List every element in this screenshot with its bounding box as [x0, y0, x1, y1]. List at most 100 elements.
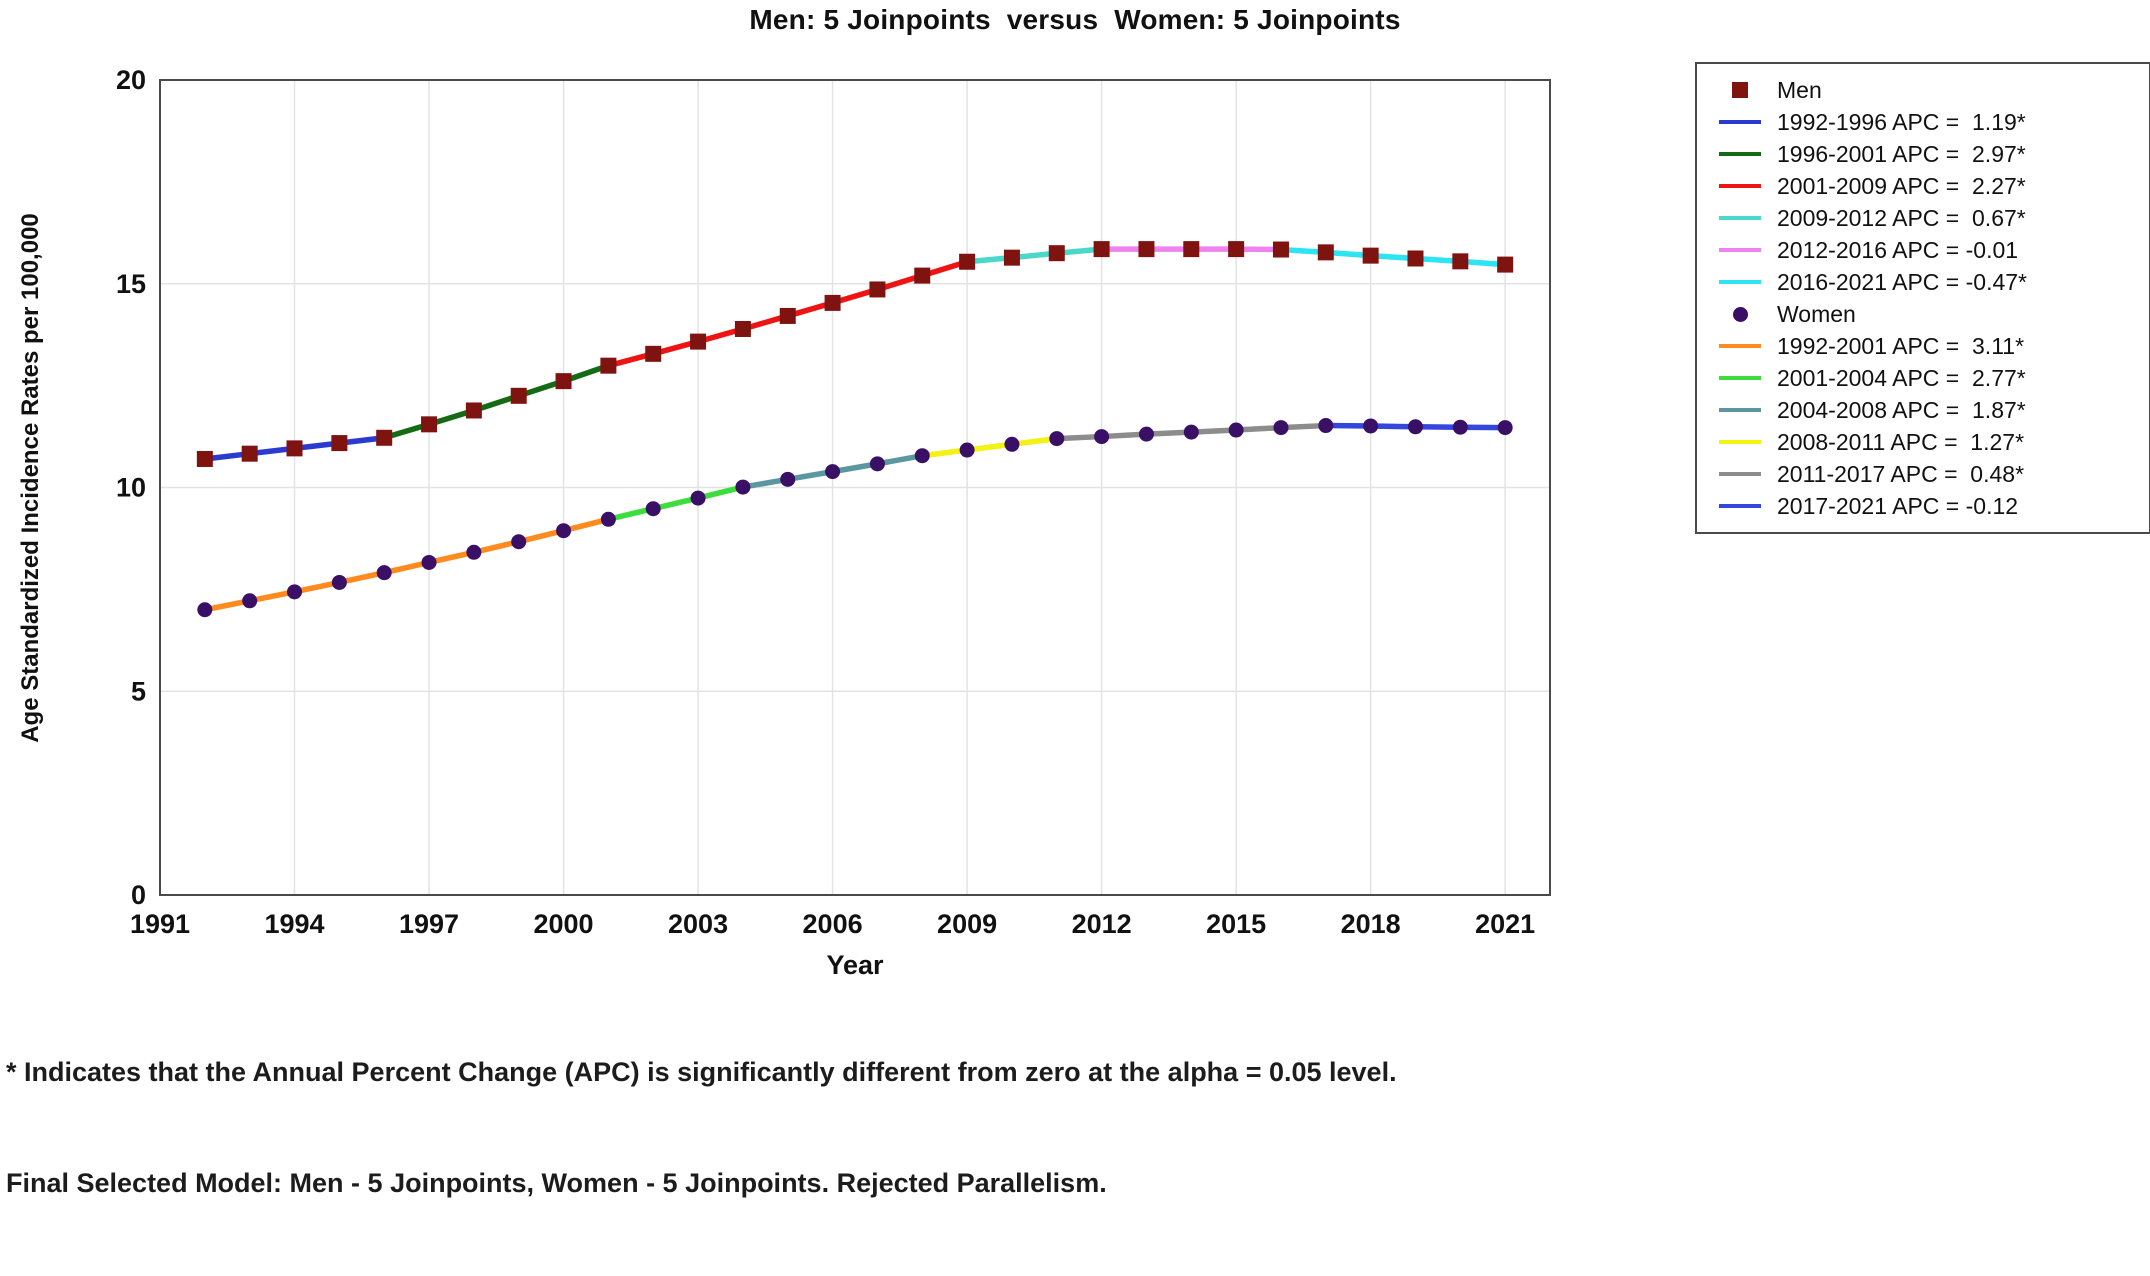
- women-data-marker: [1229, 423, 1244, 438]
- women-data-marker: [287, 584, 302, 599]
- legend-apc-item: 2004-2008 APC = 1.87*: [1703, 394, 2143, 426]
- line-swatch-icon: [1703, 504, 1777, 508]
- women-data-marker: [1184, 425, 1199, 440]
- women-data-marker: [1318, 418, 1333, 433]
- x-tick-label: 2015: [1206, 909, 1266, 939]
- women-data-marker: [197, 602, 212, 617]
- line-swatch-icon: [1703, 184, 1777, 188]
- y-tick-label: 15: [116, 269, 146, 299]
- line-swatch-icon: [1703, 120, 1777, 124]
- legend-apc-item: 2001-2004 APC = 2.77*: [1703, 362, 2143, 394]
- legend-apc-label: 1996-2001 APC = 2.97*: [1777, 141, 2026, 168]
- men-data-marker: [287, 440, 303, 456]
- women-data-marker: [377, 565, 392, 580]
- women-data-marker: [915, 448, 930, 463]
- men-data-marker: [1363, 248, 1379, 264]
- segment-color-swatch: [1719, 216, 1761, 220]
- segment-color-swatch: [1719, 184, 1761, 188]
- legend-apc-item: 1992-1996 APC = 1.19*: [1703, 106, 2143, 138]
- chart-title: Men: 5 Joinpoints versus Women: 5 Joinpo…: [0, 4, 2150, 36]
- segment-color-swatch: [1719, 376, 1761, 380]
- men-data-marker: [511, 388, 527, 404]
- women-data-marker: [870, 456, 885, 471]
- y-tick-label: 10: [116, 473, 146, 503]
- women-data-marker: [735, 480, 750, 495]
- women-data-marker: [1139, 427, 1154, 442]
- men-data-marker: [1273, 242, 1289, 258]
- y-tick-label: 20: [116, 65, 146, 95]
- line-swatch-icon: [1703, 152, 1777, 156]
- women-data-marker: [1363, 418, 1378, 433]
- women-marker-glyph: [1733, 307, 1748, 322]
- y-tick-label: 0: [131, 880, 146, 910]
- legend-series-item: Men: [1703, 74, 2143, 106]
- women-data-marker: [1408, 419, 1423, 434]
- legend-series-item: Women: [1703, 298, 2143, 330]
- women-data-marker: [332, 575, 347, 590]
- women-data-marker: [601, 512, 616, 527]
- legend-apc-label: 1992-2001 APC = 3.11*: [1777, 333, 2024, 360]
- square-marker-icon: [1703, 82, 1777, 98]
- women-data-marker: [1498, 420, 1513, 435]
- men-data-marker: [1407, 250, 1423, 266]
- legend-apc-item: 1996-2001 APC = 2.97*: [1703, 138, 2143, 170]
- legend-apc-label: 2016-2021 APC = -0.47*: [1777, 269, 2027, 296]
- legend-apc-label: 2001-2004 APC = 2.77*: [1777, 365, 2026, 392]
- men-data-marker: [735, 321, 751, 337]
- legend-apc-item: 2009-2012 APC = 0.67*: [1703, 202, 2143, 234]
- line-swatch-icon: [1703, 376, 1777, 380]
- men-data-marker: [556, 373, 572, 389]
- segment-color-swatch: [1719, 120, 1761, 124]
- segment-color-swatch: [1719, 248, 1761, 252]
- footnotes: * Indicates that the Annual Percent Chan…: [6, 980, 2106, 1276]
- men-data-marker: [242, 446, 258, 462]
- legend-apc-label: 2004-2008 APC = 1.87*: [1777, 397, 2026, 424]
- segment-color-swatch: [1719, 280, 1761, 284]
- legend: Men 1992-1996 APC = 1.19* 1996-2001 APC = …: [1695, 62, 2150, 534]
- legend-series-label: Women: [1777, 301, 1856, 328]
- x-tick-label: 2006: [803, 909, 863, 939]
- legend-apc-item: 2017-2021 APC = -0.12: [1703, 490, 2143, 522]
- footnote-model: Final Selected Model: Men - 5 Joinpoints…: [6, 1165, 2106, 1202]
- x-tick-label: 2021: [1475, 909, 1535, 939]
- legend-apc-item: 2016-2021 APC = -0.47*: [1703, 266, 2143, 298]
- women-data-marker: [646, 501, 661, 516]
- men-data-marker: [331, 435, 347, 451]
- men-data-marker: [1094, 241, 1110, 257]
- women-data-marker: [825, 464, 840, 479]
- x-tick-label: 1997: [399, 909, 459, 939]
- x-tick-label: 1991: [130, 909, 190, 939]
- men-data-marker: [421, 416, 437, 432]
- footnote-significance: * Indicates that the Annual Percent Chan…: [6, 1054, 2106, 1091]
- men-data-marker: [690, 334, 706, 350]
- line-swatch-icon: [1703, 344, 1777, 348]
- x-tick-label: 2000: [534, 909, 594, 939]
- men-data-marker: [959, 254, 975, 270]
- men-marker-glyph: [1732, 82, 1748, 98]
- legend-apc-label: 2001-2009 APC = 2.27*: [1777, 173, 2026, 200]
- x-tick-label: 1994: [264, 909, 324, 939]
- legend-apc-item: 2008-2011 APC = 1.27*: [1703, 426, 2143, 458]
- men-data-marker: [825, 295, 841, 311]
- men-data-marker: [1497, 257, 1513, 273]
- women-data-marker: [1049, 431, 1064, 446]
- segment-color-swatch: [1719, 472, 1761, 476]
- men-data-marker: [600, 358, 616, 374]
- men-data-marker: [1183, 241, 1199, 257]
- women-data-marker: [1453, 420, 1468, 435]
- men-data-marker: [914, 268, 930, 284]
- segment-color-swatch: [1719, 440, 1761, 444]
- women-data-marker: [691, 491, 706, 506]
- men-data-marker: [1452, 253, 1468, 269]
- men-data-marker: [1049, 245, 1065, 261]
- legend-apc-label: 2012-2016 APC = -0.01: [1777, 237, 2018, 264]
- legend-apc-label: 2008-2011 APC = 1.27*: [1777, 429, 2024, 456]
- y-tick-label: 5: [131, 676, 146, 706]
- men-data-marker: [466, 402, 482, 418]
- legend-apc-label: 1992-1996 APC = 1.19*: [1777, 109, 2026, 136]
- legend-apc-label: 2009-2012 APC = 0.67*: [1777, 205, 2026, 232]
- line-swatch-icon: [1703, 472, 1777, 476]
- men-data-marker: [376, 430, 392, 446]
- segment-color-swatch: [1719, 408, 1761, 412]
